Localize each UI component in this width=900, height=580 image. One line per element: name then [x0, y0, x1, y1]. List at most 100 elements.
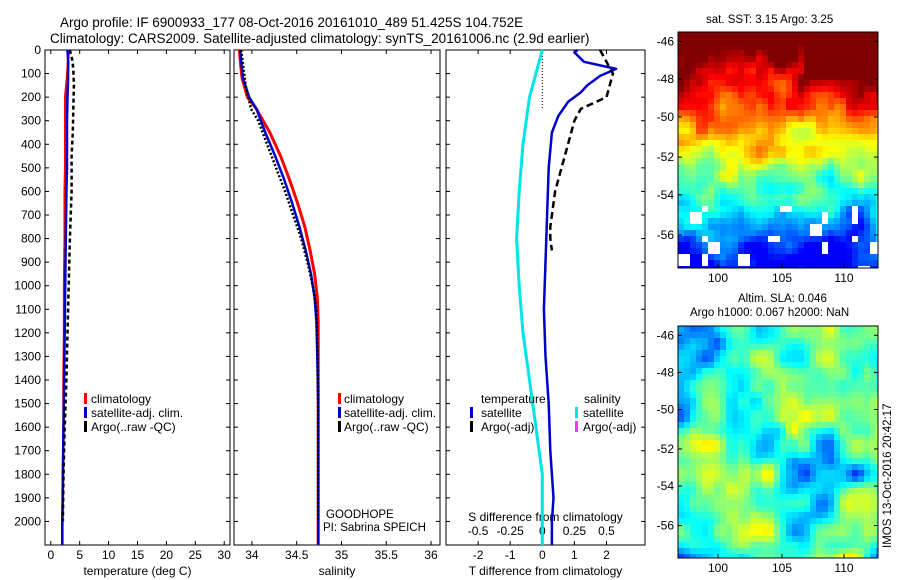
y-tick-label: 0: [34, 43, 41, 57]
map-cell: [744, 494, 751, 501]
map-cell: [768, 446, 775, 453]
map-cell: [786, 200, 793, 207]
map-cell: [732, 404, 739, 411]
map-cell: [684, 338, 691, 345]
map-cell: [720, 458, 727, 465]
map-cell: [804, 32, 811, 39]
map-cell: [690, 404, 697, 411]
map-cell: [792, 422, 799, 429]
map-cell: [846, 68, 853, 75]
map-cell: [720, 428, 727, 435]
map-cell: [840, 56, 847, 63]
map-cell: [858, 98, 865, 105]
map-cell: [870, 512, 877, 519]
map-cell: [768, 98, 775, 105]
map-cell: [840, 212, 847, 219]
map-cell: [756, 548, 763, 555]
map-cell: [786, 218, 793, 225]
map-cell: [846, 356, 853, 363]
map-cell: [762, 332, 769, 339]
map-cell: [774, 146, 781, 153]
map-cell: [744, 134, 751, 141]
map-cell: [702, 326, 709, 333]
map-cell: [864, 44, 871, 51]
map-cell: [762, 104, 769, 111]
map-cell: [798, 110, 805, 117]
map-cell: [798, 458, 805, 465]
map-cell: [744, 500, 751, 507]
map-cell: [774, 344, 781, 351]
map-cell: [852, 470, 859, 477]
map-cell: [840, 218, 847, 225]
map-cell: [708, 122, 715, 129]
map-cell: [750, 350, 757, 357]
map-cell: [780, 518, 787, 525]
map-cell: [804, 344, 811, 351]
map-cell: [834, 446, 841, 453]
map-cell: [708, 170, 715, 177]
map-cell: [762, 182, 769, 189]
map-cell: [852, 110, 859, 117]
map-cell: [720, 260, 727, 267]
map-cell: [846, 200, 853, 207]
map-cell: [744, 92, 751, 99]
map-cell: [738, 92, 745, 99]
map-cell: [678, 170, 685, 177]
map-cell: [846, 182, 853, 189]
map-cell: [858, 530, 865, 537]
map-cell: [690, 512, 697, 519]
map-cell: [804, 428, 811, 435]
map-cell: [774, 242, 781, 249]
map-cell: [834, 506, 841, 513]
map-cell: [810, 110, 817, 117]
map-cell: [768, 338, 775, 345]
map-cell: [684, 32, 691, 39]
map-cell: [714, 140, 721, 147]
map-cell: [708, 518, 715, 525]
map-cell: [858, 404, 865, 411]
map-cell: [864, 248, 871, 255]
map-cell: [840, 542, 847, 549]
map-cell: [816, 542, 823, 549]
map-cell: [834, 476, 841, 483]
map-cell: [792, 386, 799, 393]
map-cell: [726, 68, 733, 75]
map-cell: [708, 110, 715, 117]
map-cell: [696, 338, 703, 345]
map-cell: [780, 488, 787, 495]
map-cell: [798, 98, 805, 105]
map-cell: [834, 170, 841, 177]
map-cell: [726, 344, 733, 351]
map-cell: [768, 56, 775, 63]
map-cell: [780, 350, 787, 357]
map-cell: [744, 416, 751, 423]
map-cell: [786, 56, 793, 63]
map-cell: [678, 236, 685, 243]
map-cell: [762, 434, 769, 441]
map-cell: [780, 188, 787, 195]
map-cell: [804, 524, 811, 531]
map-cell: [762, 260, 769, 267]
map-cell: [828, 32, 835, 39]
map-cell: [768, 458, 775, 465]
map-cell: [876, 410, 879, 417]
map-cell: [870, 464, 877, 471]
map-cell: [684, 146, 691, 153]
map-cell: [756, 44, 763, 51]
map-cell: [744, 140, 751, 147]
map-cell: [738, 116, 745, 123]
map-cell: [726, 536, 733, 543]
map-cell: [792, 398, 799, 405]
map-cell: [798, 482, 805, 489]
map-cell: [822, 86, 829, 93]
map-cell: [846, 536, 853, 543]
map-cell: [678, 230, 685, 237]
map-cell: [840, 464, 847, 471]
map-cell: [792, 452, 799, 459]
map-cell: [810, 212, 817, 219]
map-cell: [810, 260, 817, 267]
map-cell: [768, 116, 775, 123]
map-cell: [780, 110, 787, 117]
map-cell: [738, 458, 745, 465]
map-cell: [684, 56, 691, 63]
